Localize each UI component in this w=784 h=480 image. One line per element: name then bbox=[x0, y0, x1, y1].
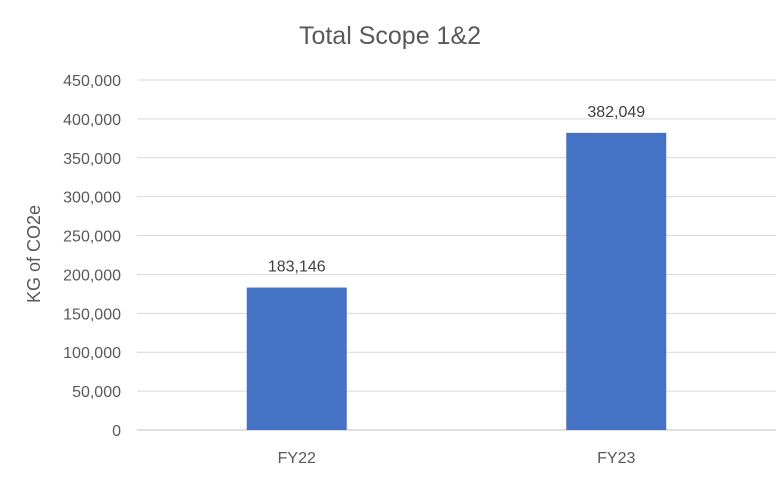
y-axis-label: KG of CO2e bbox=[24, 205, 44, 303]
x-axis-ticks: FY22 FY23 bbox=[278, 450, 636, 467]
gridlines bbox=[137, 79, 776, 431]
y-axis-ticks: 0 50,000 100,000 150,000 200,000 250,000 300,0… bbox=[63, 73, 121, 440]
x-tick-label: FY23 bbox=[597, 450, 635, 467]
chart-title: Total Scope 1&2 bbox=[299, 22, 481, 50]
y-tick-label: 300,000 bbox=[63, 190, 121, 207]
y-tick-label: 450,000 bbox=[63, 73, 121, 90]
y-tick-label: 350,000 bbox=[63, 151, 121, 168]
data-labels: 183,146 382,049 bbox=[268, 104, 645, 276]
y-tick-label: 100,000 bbox=[63, 345, 121, 362]
data-label: 183,146 bbox=[268, 259, 326, 276]
x-tick-label: FY22 bbox=[278, 450, 316, 467]
bar-fy22 bbox=[246, 287, 347, 430]
y-tick-label: 250,000 bbox=[63, 229, 121, 246]
bars bbox=[246, 132, 667, 431]
bar-fy23 bbox=[566, 132, 667, 431]
y-tick-label: 400,000 bbox=[63, 112, 121, 129]
y-tick-label: 150,000 bbox=[63, 306, 121, 323]
y-tick-label: 200,000 bbox=[63, 267, 121, 284]
y-tick-label: 0 bbox=[112, 423, 121, 440]
y-tick-label: 50,000 bbox=[72, 384, 121, 401]
data-label: 382,049 bbox=[587, 104, 645, 121]
